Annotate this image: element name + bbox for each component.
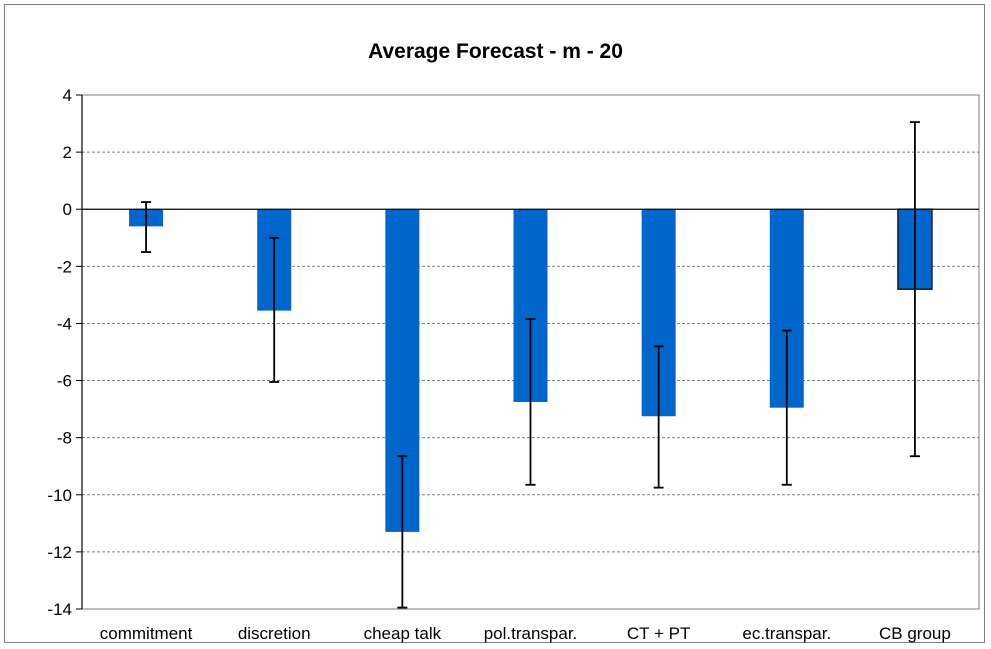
- y-tick-label: -10: [47, 486, 72, 505]
- grid-lines: [82, 151, 979, 553]
- x-category-labels: commitment discretion cheap talk pol.transp…: [100, 624, 951, 643]
- y-tick-label: 4: [63, 86, 72, 105]
- y-tick-label: 0: [63, 200, 72, 219]
- y-tick-label: -14: [47, 600, 72, 619]
- x-category-label: cheap talk: [364, 624, 442, 643]
- chart-title: Average Forecast - m - 20: [368, 40, 623, 63]
- y-tick-label: -6: [57, 372, 72, 391]
- error-bars: [141, 121, 920, 609]
- x-category-label: CT + PT: [627, 624, 690, 643]
- bars: [129, 208, 933, 532]
- y-tick-labels: 4 2 0 -2 -4 -6 -8 -10 -12 -14: [47, 86, 72, 619]
- x-category-label: discretion: [238, 624, 311, 643]
- x-category-label: pol.transpar.: [484, 624, 578, 643]
- y-tick-label: -8: [57, 429, 72, 448]
- axes: [76, 94, 980, 610]
- y-tick-label: -4: [57, 314, 72, 333]
- y-tick-label: -2: [57, 257, 72, 276]
- x-category-label: commitment: [100, 624, 193, 643]
- x-category-label: ec.transpar.: [742, 624, 831, 643]
- y-tick-label: 2: [63, 143, 72, 162]
- x-category-label: CB group: [879, 624, 951, 643]
- y-tick-label: -12: [47, 543, 72, 562]
